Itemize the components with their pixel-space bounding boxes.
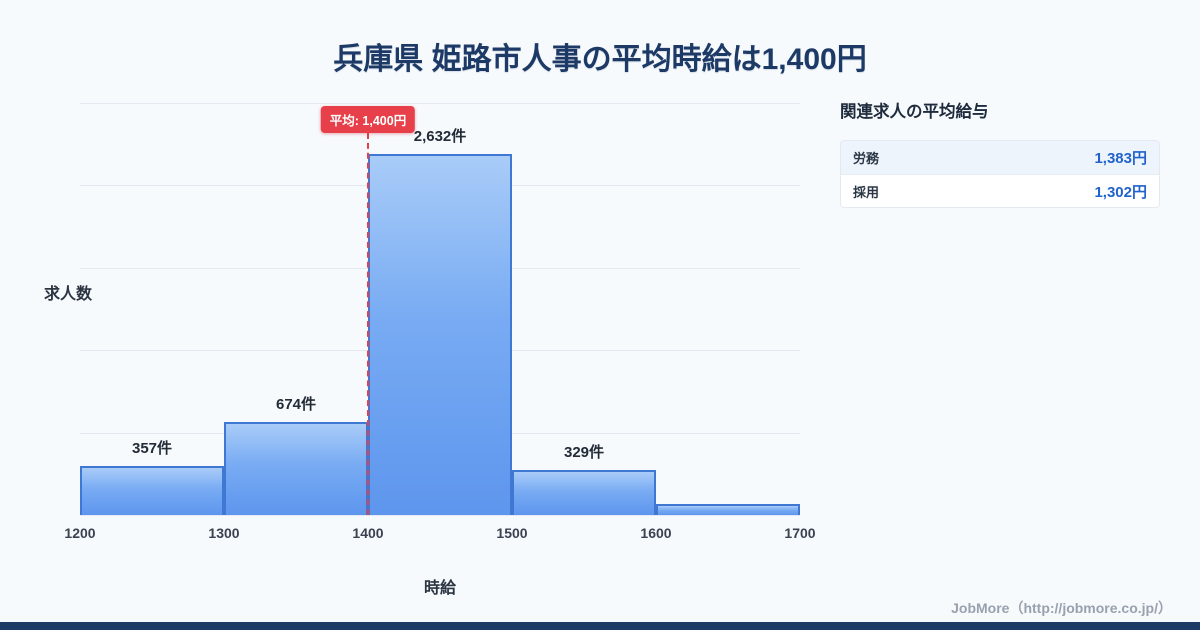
x-axis-tick: 1300 [208, 525, 240, 541]
side-panel-heading: 関連求人の平均給与 [840, 103, 989, 121]
bars-container: 357件 674件 2,632件 329件 [80, 103, 800, 515]
salary-row-value: 1,383円 [1094, 150, 1147, 167]
baseline [80, 515, 800, 516]
x-axis-tick: 1400 [352, 525, 384, 541]
gridline [80, 103, 800, 104]
histogram-bar [656, 504, 800, 515]
x-axis-tick: 1200 [64, 525, 96, 541]
bar-value-label: 2,632件 [413, 127, 467, 145]
x-axis-tick: 1700 [784, 525, 816, 541]
salary-row: 採用 1,302円 [841, 174, 1159, 207]
x-axis-label: 時給 [423, 580, 457, 597]
plot-area: 357件 674件 2,632件 329件 平均: 1,400円 [80, 103, 800, 516]
average-badge: 平均: 1,400円 [320, 106, 416, 133]
histogram-bar [80, 465, 224, 515]
bar-value-label: 674件 [275, 396, 317, 414]
histogram-bar [224, 422, 368, 515]
bar-value-label: 357件 [131, 439, 173, 457]
x-axis-tick: 1600 [640, 525, 672, 541]
x-axis-ticks: 1200 1300 1400 1500 1600 1700 [64, 525, 815, 545]
salary-row: 労務 1,383円 [841, 141, 1159, 174]
salary-row-label: 採用 [853, 184, 880, 200]
x-axis-tick: 1500 [496, 525, 528, 541]
y-axis-label: 求人数 [44, 286, 93, 303]
salary-row-value: 1,302円 [1094, 183, 1147, 201]
page-title: 兵庫県 姫路市人事の平均時給は1,400円 [333, 43, 867, 76]
bar-value-label: 329件 [563, 443, 605, 461]
average-line [367, 133, 369, 515]
bottom-accent-bar [0, 622, 1200, 630]
histogram-bar [512, 469, 656, 515]
histogram-bar [368, 153, 512, 515]
salary-row-label: 労務 [853, 151, 880, 166]
salary-table: 労務 1,383円採用 1,302円 [840, 140, 1160, 208]
footer-credit: JobMore（http://jobmore.co.jp/） [951, 600, 1172, 616]
